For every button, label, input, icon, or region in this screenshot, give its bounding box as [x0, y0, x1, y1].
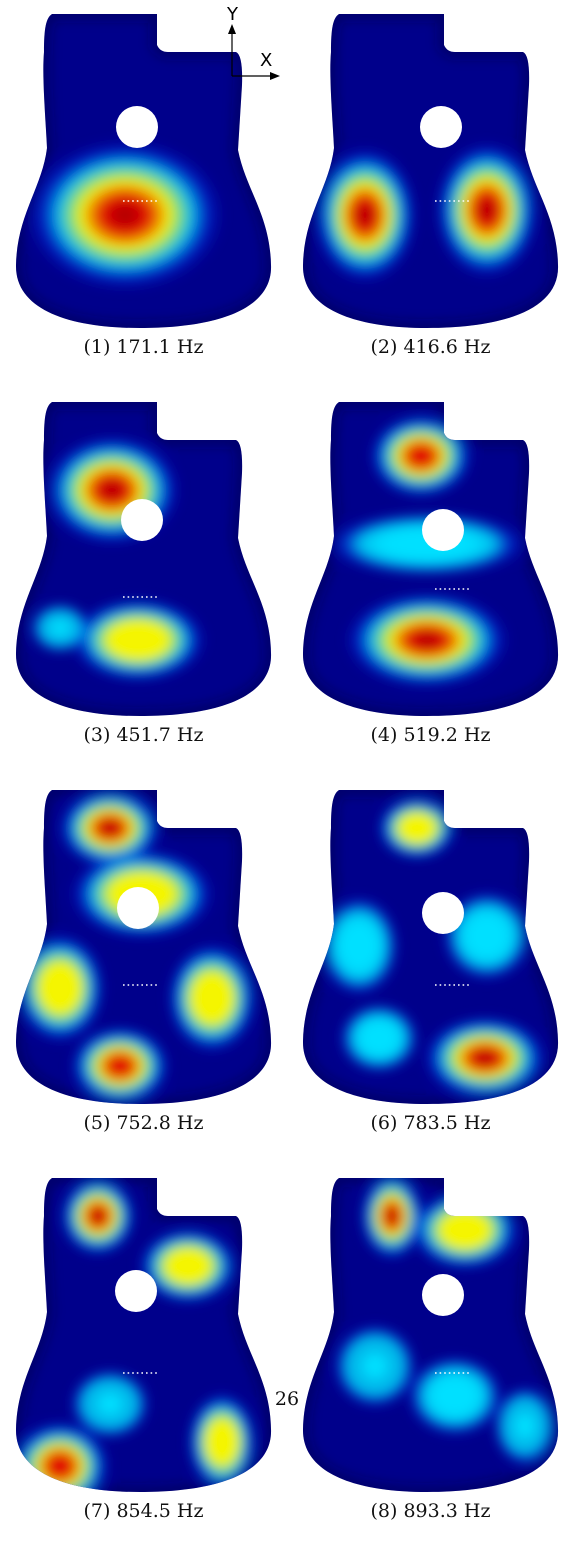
vibration-hotspot: [58, 790, 162, 868]
mode-shape-plot: [302, 14, 559, 328]
mode-shape-plot: YX: [15, 4, 280, 328]
mode-shape-plot: [15, 1178, 272, 1492]
mode-caption: (3) 451.7 Hz: [83, 724, 204, 746]
vibration-hotspot: [15, 933, 105, 1043]
vibration-hotspot: [60, 1178, 136, 1256]
mode-caption: (1) 171.1 Hz: [83, 336, 204, 358]
sound-hole: [115, 1270, 157, 1312]
vibration-hotspot: [313, 147, 417, 283]
mode-shape-plot: [302, 790, 559, 1104]
vibration-hotspot: [369, 414, 473, 498]
vibration-hotspot: [493, 1386, 557, 1466]
vibration-hotspot: [377, 796, 457, 860]
mode-caption: (7) 854.5 Hz: [83, 1500, 204, 1522]
mode-panel: [287, 0, 574, 386]
axis-indicator: YX: [226, 4, 280, 80]
x-axis-label: X: [260, 50, 272, 71]
mode-panel: [0, 776, 287, 1162]
vibration-hotspot: [187, 1392, 257, 1492]
vibration-hotspot: [327, 512, 527, 576]
mode-panel: [287, 1164, 574, 1550]
vibration-hotspot: [407, 1356, 503, 1436]
vibration-hotspot: [360, 1178, 424, 1260]
mode-shape-plot: [15, 402, 272, 716]
mode-panel: [287, 776, 574, 1162]
page-number: 26: [274, 1388, 300, 1410]
sound-hole: [117, 887, 159, 929]
vibration-hotspot: [319, 896, 399, 996]
mode-shape-plot: [302, 1178, 559, 1492]
sound-hole: [422, 509, 464, 551]
vibration-hotspot: [345, 592, 509, 688]
vibration-hotspot: [70, 598, 206, 682]
vibration-hotspot: [30, 603, 90, 653]
y-axis-label: Y: [226, 4, 239, 25]
mode-caption: (6) 783.5 Hz: [370, 1112, 491, 1134]
mode-shape-plot: [302, 402, 559, 716]
vibration-hotspot: [339, 1003, 419, 1073]
vibration-hotspot: [333, 1324, 417, 1408]
mode-panel: [287, 388, 574, 774]
sound-hole: [116, 106, 158, 148]
mode-caption: (2) 416.6 Hz: [370, 336, 491, 358]
vibration-hotspot: [27, 140, 223, 290]
sound-hole: [121, 499, 163, 541]
mode-caption: (8) 893.3 Hz: [370, 1500, 491, 1522]
sound-hole: [420, 106, 462, 148]
vibration-hotspot: [435, 142, 539, 278]
sound-hole: [422, 892, 464, 934]
vibration-hotspot: [423, 1016, 547, 1100]
vibration-hotspot: [70, 1369, 150, 1439]
vibration-hotspot: [138, 1228, 238, 1304]
mode-caption: (4) 519.2 Hz: [370, 724, 491, 746]
mode-panel: [0, 388, 287, 774]
vibration-hotspot: [70, 1026, 170, 1104]
sound-hole: [422, 1274, 464, 1316]
vibration-hotspot: [167, 943, 257, 1053]
vibration-hotspot: [442, 891, 532, 981]
mode-caption: (5) 752.8 Hz: [83, 1112, 204, 1134]
vibration-hotspot: [410, 1190, 520, 1270]
mode-panel: [0, 1164, 287, 1550]
mode-shape-plot: [15, 790, 272, 1104]
